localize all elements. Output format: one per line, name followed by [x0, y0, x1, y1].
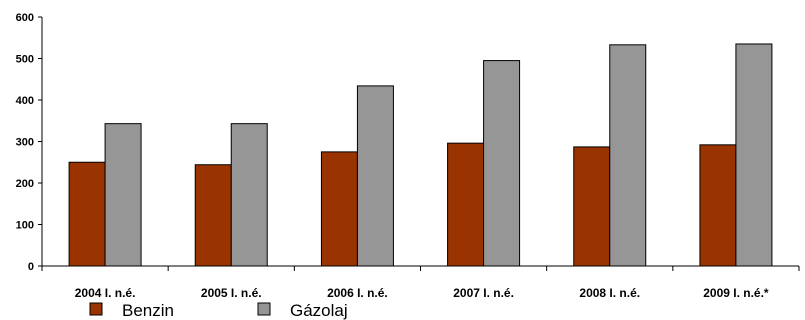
- y-tick-label: 500: [16, 54, 34, 66]
- legend-swatch: [89, 302, 103, 316]
- bar-benzin-3: [320, 151, 358, 267]
- x-category-label: 2005 I. n.é.: [201, 286, 262, 300]
- legend-label: Benzin: [122, 301, 174, 320]
- x-category-label: 2008 I. n.é.: [579, 286, 640, 300]
- bar-benzin-4: [447, 142, 485, 267]
- y-tick-label: 0: [28, 261, 34, 273]
- x-category-label: 2007 I. n.é.: [453, 286, 514, 300]
- x-axis: 2004 I. n.é. 2005 I. n.é. 2006 I. n.é. 2007…: [41, 265, 800, 300]
- x-category-label: 2009 I. n.é.*: [703, 286, 769, 300]
- bar-benzin-1: [68, 161, 106, 267]
- bar-g-zolaj-6: [735, 43, 773, 267]
- x-category-label: 2006 I. n.é.: [327, 286, 388, 300]
- legend-swatch: [257, 302, 271, 316]
- bar-benzin-6: [699, 144, 737, 267]
- bar-g-zolaj-2: [230, 123, 268, 267]
- y-tick-label: 600: [16, 12, 34, 24]
- bar-g-zolaj-1: [104, 123, 142, 267]
- y-axis: 0 100 200 300 400 500 600: [16, 12, 43, 273]
- x-category-label: 2004 I. n.é.: [75, 286, 136, 300]
- legend: Benzin Gázolaj: [89, 301, 348, 320]
- bar-g-zolaj-4: [483, 60, 521, 267]
- bar-benzin-5: [573, 146, 611, 267]
- bars: [68, 43, 773, 267]
- y-tick-label: 300: [16, 137, 34, 149]
- y-tick-label: 100: [16, 220, 34, 232]
- y-tick-label: 400: [16, 95, 34, 107]
- y-tick-label: 200: [16, 178, 34, 190]
- legend-label: Gázolaj: [290, 301, 348, 320]
- bar-g-zolaj-3: [356, 85, 394, 267]
- bar-g-zolaj-5: [609, 44, 647, 267]
- bar-benzin-2: [194, 164, 232, 267]
